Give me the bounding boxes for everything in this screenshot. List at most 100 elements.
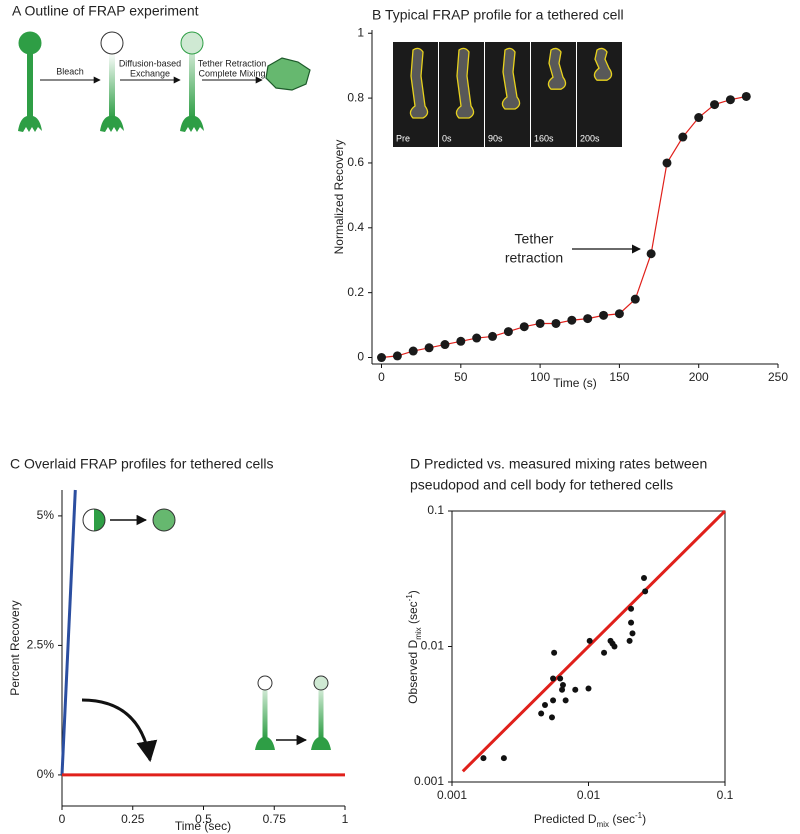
x-tick-label: 0.75 <box>263 812 287 826</box>
x-tick-label: 0.01 <box>577 788 601 802</box>
y-tick-label: 0.1 <box>427 503 444 517</box>
annotation: retraction <box>505 250 563 266</box>
data-point <box>572 686 579 693</box>
data-point <box>541 702 548 709</box>
head <box>313 675 329 691</box>
data-point <box>548 714 555 721</box>
icon-half-cell <box>82 508 106 532</box>
data-point <box>599 310 609 320</box>
panel-c-decor <box>81 508 308 763</box>
data-point <box>440 340 450 350</box>
label-part: (sec <box>609 812 635 826</box>
y-tick-label: 0% <box>37 767 55 781</box>
step-label: Complete Mixing <box>198 68 265 78</box>
data-point <box>557 675 564 682</box>
x-tick-label: 150 <box>609 370 629 384</box>
stem <box>189 52 195 118</box>
y-tick-label: 0.2 <box>347 285 364 299</box>
data-point <box>567 315 577 325</box>
curved-arrow <box>81 698 158 763</box>
x-tick-label: 0.001 <box>437 788 467 802</box>
head <box>18 31 42 55</box>
data-point <box>646 249 656 259</box>
data-point <box>424 343 434 353</box>
cell-icon <box>100 31 124 132</box>
foot <box>100 116 124 132</box>
data-point <box>559 686 566 693</box>
mixed-cell <box>265 57 311 91</box>
foot <box>255 737 275 750</box>
panel-title: A Outline of FRAP experiment <box>12 3 199 19</box>
inset-label: 200s <box>580 133 600 143</box>
data-point <box>562 697 569 704</box>
data-point <box>710 100 720 110</box>
step-label: Diffusion-based <box>119 58 181 68</box>
y-tick-label: 5% <box>37 508 55 522</box>
chart-title: D Predicted vs. measured mixing rates be… <box>410 456 707 472</box>
data-point <box>628 619 635 626</box>
x-tick-label: 0.1 <box>717 788 734 802</box>
chart-title: C Overlaid FRAP profiles for tethered ce… <box>10 456 274 472</box>
data-point <box>628 605 635 612</box>
mini-cell <box>255 675 275 750</box>
foot <box>311 737 331 750</box>
data-point <box>550 697 557 704</box>
head <box>257 675 273 691</box>
label-part: ) <box>406 590 420 594</box>
label-part: -1 <box>405 594 414 602</box>
cell-outline <box>547 47 567 90</box>
label-part: -1 <box>635 811 643 820</box>
inset-label: Pre <box>396 133 410 143</box>
x-tick-label: 0.25 <box>121 812 145 826</box>
data-point <box>551 318 561 328</box>
cell-icon <box>180 31 204 132</box>
data-point <box>678 132 688 142</box>
data-point <box>694 113 704 123</box>
inset-label: 90s <box>488 133 503 143</box>
inset-label: 160s <box>534 133 554 143</box>
data-point <box>741 91 751 101</box>
y-tick-label: 0.8 <box>347 90 364 104</box>
cell-outline <box>593 47 613 81</box>
cell-outline <box>455 47 475 119</box>
label-part: Observed D <box>406 639 420 703</box>
data-point <box>538 710 545 717</box>
label-part: mix <box>597 820 609 829</box>
x-tick-label: 100 <box>530 370 550 384</box>
data-point <box>629 630 636 637</box>
data-point <box>519 322 529 332</box>
data-point <box>408 346 418 356</box>
y-tick-label: 0 <box>357 350 364 364</box>
y-tick-label: 0.4 <box>347 220 364 234</box>
x-tick-label: 0.5 <box>195 812 212 826</box>
icon-mixed-cell <box>152 508 176 532</box>
x-tick-label: 1 <box>342 812 349 826</box>
data-point <box>583 314 593 324</box>
y-axis-label: Percent Recovery <box>8 600 22 695</box>
data-point <box>472 333 482 343</box>
head <box>180 31 204 55</box>
label-part: mix <box>414 627 423 639</box>
data-point <box>585 685 592 692</box>
chart-title: B Typical FRAP profile for a tethered ce… <box>372 7 624 23</box>
head <box>100 31 124 55</box>
data-point <box>488 331 498 341</box>
data-point <box>392 351 402 361</box>
stem <box>109 52 115 118</box>
data-point <box>614 309 624 319</box>
stem <box>262 690 268 738</box>
data-point <box>662 158 672 168</box>
foot <box>180 116 204 132</box>
data-point <box>456 336 466 346</box>
y-tick-label: 1 <box>357 25 364 39</box>
data-point <box>535 318 545 328</box>
y-axis-label: Normalized Recovery <box>332 140 346 255</box>
inset-label: 0s <box>442 133 452 143</box>
label-part: ) <box>642 812 646 826</box>
y-tick-label: 0.001 <box>414 774 444 788</box>
chart-title: pseudopod and cell body for tethered cel… <box>410 477 673 493</box>
cell-outline <box>409 47 429 119</box>
x-tick-label: 250 <box>768 370 788 384</box>
data-point <box>725 95 735 105</box>
x-tick-label: 0 <box>378 370 385 384</box>
